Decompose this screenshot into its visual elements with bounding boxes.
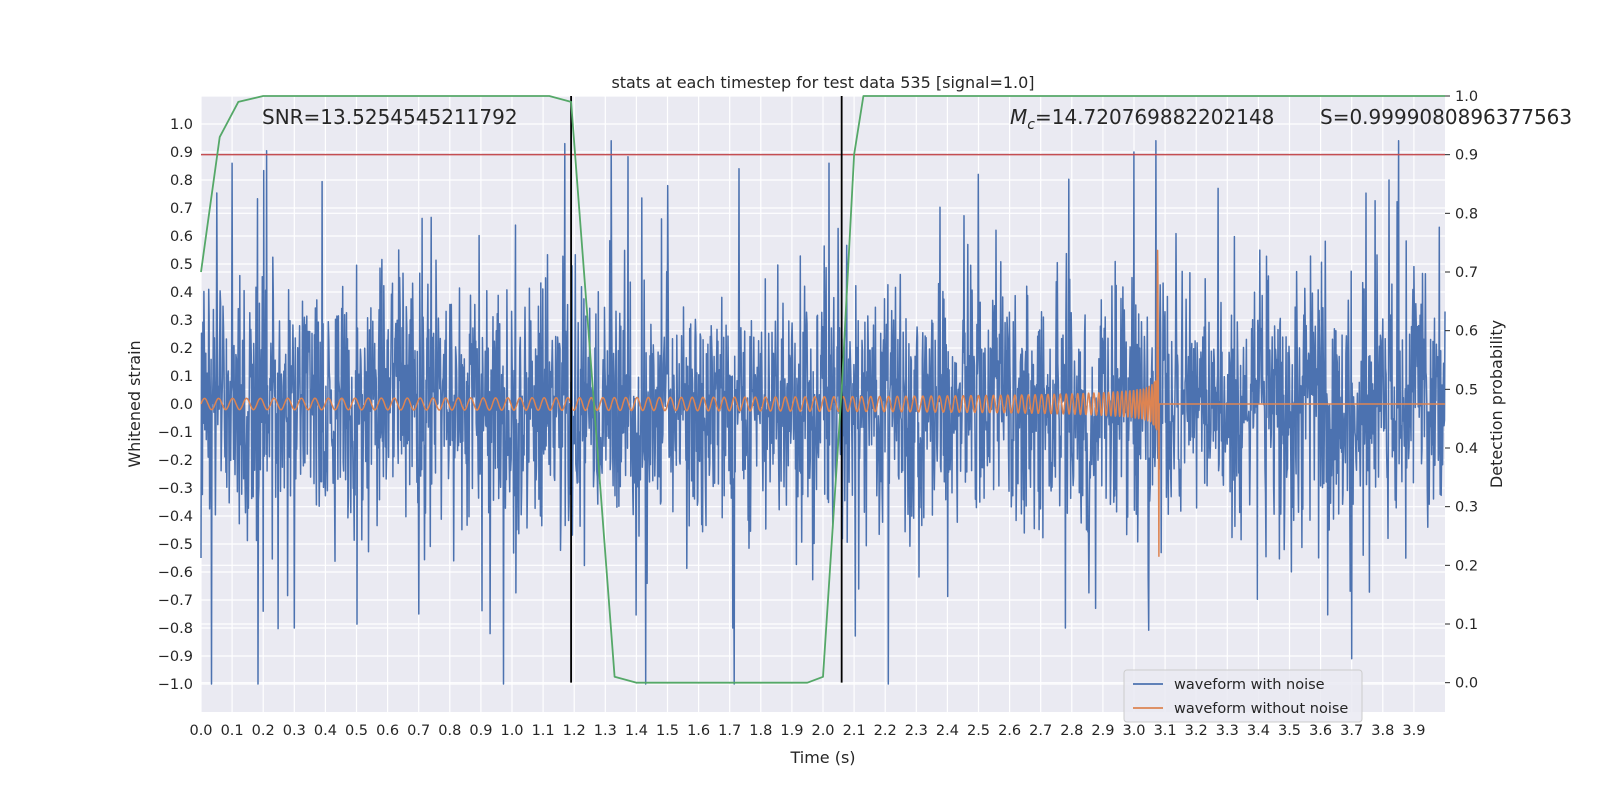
legend-label-with-noise: waveform with noise [1174, 677, 1325, 693]
y-tick-label: 0.8 [170, 173, 193, 189]
x-tick-label: 0.3 [283, 723, 306, 739]
y-tick-label: 0.7 [170, 201, 193, 217]
snr-annotation: SNR=13.5254545211792 [262, 105, 518, 129]
chirp-mass-annotation: Mc=14.720769882202148 [1010, 105, 1274, 133]
x-tick-label: 1.2 [563, 723, 586, 739]
x-tick-label: 1.8 [749, 723, 772, 739]
series-waveform-without-noise [200, 249, 1446, 558]
y-right-tick-label: 0.4 [1455, 441, 1478, 457]
x-tick-label: 0.8 [438, 723, 461, 739]
x-axis-label: Time (s) [789, 748, 855, 767]
y-tick-label: 0.1 [170, 369, 193, 385]
y-tick-label: −0.9 [158, 649, 193, 665]
x-tick-label: 2.9 [1091, 723, 1114, 739]
y-tick-label: −0.7 [158, 593, 193, 609]
y-right-tick-label: 0.7 [1455, 265, 1478, 281]
legend: waveform with noise waveform without noi… [1123, 669, 1363, 723]
x-tick-label: 0.0 [189, 723, 212, 739]
y-tick-label: 0.9 [170, 145, 193, 161]
y-tick-label: −0.3 [158, 481, 193, 497]
y-axis-label-left: Whitened strain [125, 340, 144, 467]
x-tick-label: 1.7 [718, 723, 741, 739]
x-tick-label: 1.9 [780, 723, 803, 739]
x-tick-label: 2.4 [936, 723, 959, 739]
x-tick-label: 3.6 [1309, 723, 1332, 739]
y-right-tick-label: 0.1 [1455, 617, 1478, 633]
y-right-tick-label: 1.0 [1455, 89, 1478, 105]
y-axis-ticks-right: 1.0 0.9 0.8 0.7 0.6 0.5 0.4 0.3 0.2 0.1 0.0 [1445, 89, 1478, 692]
x-tick-label: 2.7 [1029, 723, 1052, 739]
y-tick-label: −1.0 [158, 677, 193, 693]
x-tick-label: 2.5 [967, 723, 990, 739]
chirp-mass-symbol: M [1010, 105, 1027, 129]
x-tick-label: 2.0 [811, 723, 834, 739]
x-tick-label: 3.8 [1371, 723, 1394, 739]
y-tick-label: −0.4 [158, 509, 193, 525]
y-tick-label: −0.1 [158, 425, 193, 441]
x-tick-label: 1.1 [532, 723, 555, 739]
y-tick-label: 0.4 [170, 285, 193, 301]
x-tick-label: 1.0 [500, 723, 523, 739]
y-tick-label: −0.6 [158, 565, 193, 581]
y-right-tick-label: 0.3 [1455, 500, 1478, 516]
chirp-mass-value: =14.720769882202148 [1035, 105, 1274, 129]
x-tick-label: 2.6 [998, 723, 1021, 739]
x-tick-label: 0.9 [469, 723, 492, 739]
x-tick-label: 0.4 [314, 723, 337, 739]
x-tick-label: 3.2 [1185, 723, 1208, 739]
x-tick-label: 2.8 [1060, 723, 1083, 739]
x-tick-label: 2.1 [843, 723, 866, 739]
x-axis-ticks: 0.0 0.1 0.2 0.3 0.4 0.5 0.6 0.7 0.8 0.9 1.0 1.1 1.2 1… [189, 723, 1425, 739]
y-tick-label: −0.5 [158, 537, 193, 553]
y-right-tick-label: 0.0 [1455, 676, 1478, 692]
x-tick-label: 3.0 [1122, 723, 1145, 739]
x-tick-label: 0.5 [345, 723, 368, 739]
y-tick-label: 0.3 [170, 313, 193, 329]
x-tick-label: 3.5 [1278, 723, 1301, 739]
x-tick-label: 0.2 [252, 723, 275, 739]
chart-title: stats at each timestep for test data 535… [611, 73, 1034, 92]
y-tick-label: −0.2 [158, 453, 193, 469]
series-waveform-with-noise [200, 140, 1446, 685]
x-tick-label: 3.3 [1216, 723, 1239, 739]
detection-probability-line [200, 95, 1445, 684]
x-tick-label: 2.2 [874, 723, 897, 739]
y-right-tick-label: 0.2 [1455, 558, 1478, 574]
y-axis-ticks-left: 1.0 0.9 0.8 0.7 0.6 0.5 0.4 0.3 0.2 0.1 0.0 −0.1 −0.… [158, 117, 193, 693]
y-right-tick-label: 0.5 [1455, 382, 1478, 398]
waveform-without-noise-line [200, 249, 1446, 558]
x-tick-label: 3.4 [1247, 723, 1270, 739]
y-tick-label: 0.0 [170, 397, 193, 413]
chirp-mass-subscript: c [1027, 117, 1035, 133]
y-tick-label: 0.5 [170, 257, 193, 273]
y-tick-label: −0.8 [158, 621, 193, 637]
legend-label-without-noise: waveform without noise [1174, 701, 1348, 717]
x-tick-label: 0.7 [407, 723, 430, 739]
overlay-lines [200, 95, 1445, 684]
x-tick-label: 3.9 [1402, 723, 1425, 739]
y-axis-label-right: Detection probability [1487, 320, 1506, 488]
s-annotation: S=0.9999080896377563 [1320, 105, 1572, 129]
x-tick-label: 0.1 [221, 723, 244, 739]
y-right-tick-label: 0.8 [1455, 206, 1478, 222]
x-tick-label: 1.6 [687, 723, 710, 739]
waveform-with-noise-line [200, 140, 1446, 685]
x-tick-label: 3.1 [1154, 723, 1177, 739]
y-right-tick-label: 0.6 [1455, 324, 1478, 340]
y-tick-label: 1.0 [170, 117, 193, 133]
y-tick-label: 0.2 [170, 341, 193, 357]
x-tick-label: 0.6 [376, 723, 399, 739]
x-tick-label: 1.5 [656, 723, 679, 739]
x-tick-label: 2.3 [905, 723, 928, 739]
x-tick-label: 1.3 [594, 723, 617, 739]
x-tick-label: 1.4 [625, 723, 648, 739]
x-tick-label: 3.7 [1340, 723, 1363, 739]
y-right-tick-label: 0.9 [1455, 148, 1478, 164]
y-tick-label: 0.6 [170, 229, 193, 245]
legend-box [1123, 669, 1363, 723]
